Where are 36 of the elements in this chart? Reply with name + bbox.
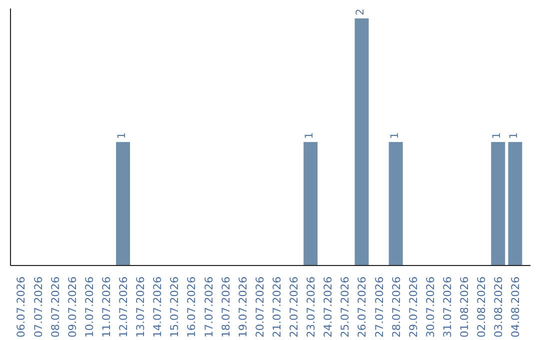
x-tick-label: 18.07.2026 (219, 276, 232, 338)
x-tick-label: 07.07.2026 (32, 276, 45, 338)
x-tick-label: 26.07.2026 (356, 276, 369, 338)
x-tick-label: 03.08.2026 (492, 276, 506, 338)
x-tick-label: 10.07.2026 (82, 276, 96, 338)
x-tick-label: 29.07.2026 (406, 276, 420, 338)
x-tick-label: 06.07.2026 (14, 276, 28, 338)
data-label: 1 (302, 132, 316, 139)
x-tick-label: 12.07.2026 (117, 276, 130, 338)
x-tick-label: 24.07.2026 (322, 276, 335, 338)
data-label: 1 (490, 132, 504, 139)
x-tick-label: 15.07.2026 (168, 276, 182, 338)
x-tick-label: 31.07.2026 (440, 276, 454, 338)
x-tick-label: 17.07.2026 (202, 276, 216, 338)
x-tick-label: 21.07.2026 (270, 276, 284, 338)
x-tick-label: 27.07.2026 (372, 276, 386, 338)
x-tick-label: 01.08.2026 (458, 276, 472, 338)
x-tick-label: 09.07.2026 (66, 276, 79, 338)
x-tick-label: 20.07.2026 (253, 276, 266, 338)
data-label: 1 (115, 132, 128, 139)
x-tick-label: 19.07.2026 (236, 276, 250, 338)
data-label: 2 (354, 8, 367, 16)
x-tick-label: 11.07.2026 (100, 276, 113, 338)
x-tick-label: 13.07.2026 (134, 276, 148, 338)
data-label: 1 (507, 132, 520, 139)
x-tick-label: 16.07.2026 (185, 276, 198, 338)
x-tick-label: 14.07.2026 (151, 276, 164, 338)
x-tick-label: 28.07.2026 (390, 276, 403, 338)
x-tick-label: 22.07.2026 (288, 276, 301, 338)
x-tick-label: 23.07.2026 (304, 276, 318, 338)
data-label: 1 (388, 132, 401, 139)
x-tick-label: 04.08.2026 (509, 276, 522, 338)
x-tick-label: 30.07.2026 (424, 276, 437, 338)
x-tick-label: 08.07.2026 (48, 276, 62, 338)
x-tick-label: 02.08.2026 (475, 276, 488, 338)
x-tick-label: 25.07.2026 (338, 276, 352, 338)
